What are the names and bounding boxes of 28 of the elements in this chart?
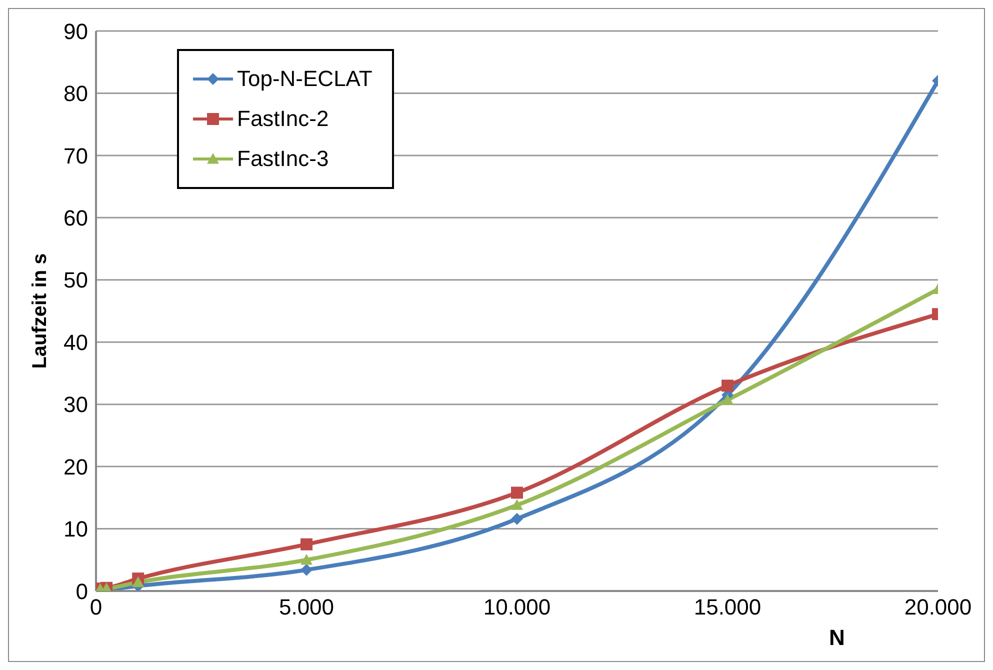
point [300, 564, 312, 576]
legend-label: FastInc-3 [237, 146, 329, 172]
point [511, 499, 523, 510]
y-tick-label: 80 [64, 81, 88, 106]
legend-label: Top-N-ECLAT [237, 66, 372, 92]
y-axis-title: Laufzeit in s [29, 253, 52, 369]
x-axis-title: N [829, 625, 845, 650]
point [300, 538, 312, 550]
y-tick-label: 10 [64, 516, 88, 542]
x-tick-label: 15.000 [694, 594, 762, 620]
point [511, 486, 523, 499]
y-tick-label: 60 [64, 205, 88, 230]
point [300, 554, 312, 565]
legend-label: FastInc-2 [237, 106, 329, 132]
y-tick-label: 70 [64, 143, 88, 168]
y-tick-label: 20 [64, 454, 88, 480]
x-tick-label: 20.000 [904, 594, 972, 620]
y-tick-label: 0 [76, 578, 88, 604]
y-tick-label: 90 [64, 18, 88, 44]
y-tick-label: 40 [64, 330, 88, 355]
point [722, 394, 734, 405]
y-tick-label: 30 [64, 392, 88, 418]
point [132, 576, 144, 588]
x-tick-label: 5.000 [278, 594, 334, 620]
x-tick-label: 10.000 [483, 594, 551, 620]
point [511, 512, 523, 525]
y-tick-label: 50 [64, 268, 88, 293]
point [722, 380, 734, 392]
